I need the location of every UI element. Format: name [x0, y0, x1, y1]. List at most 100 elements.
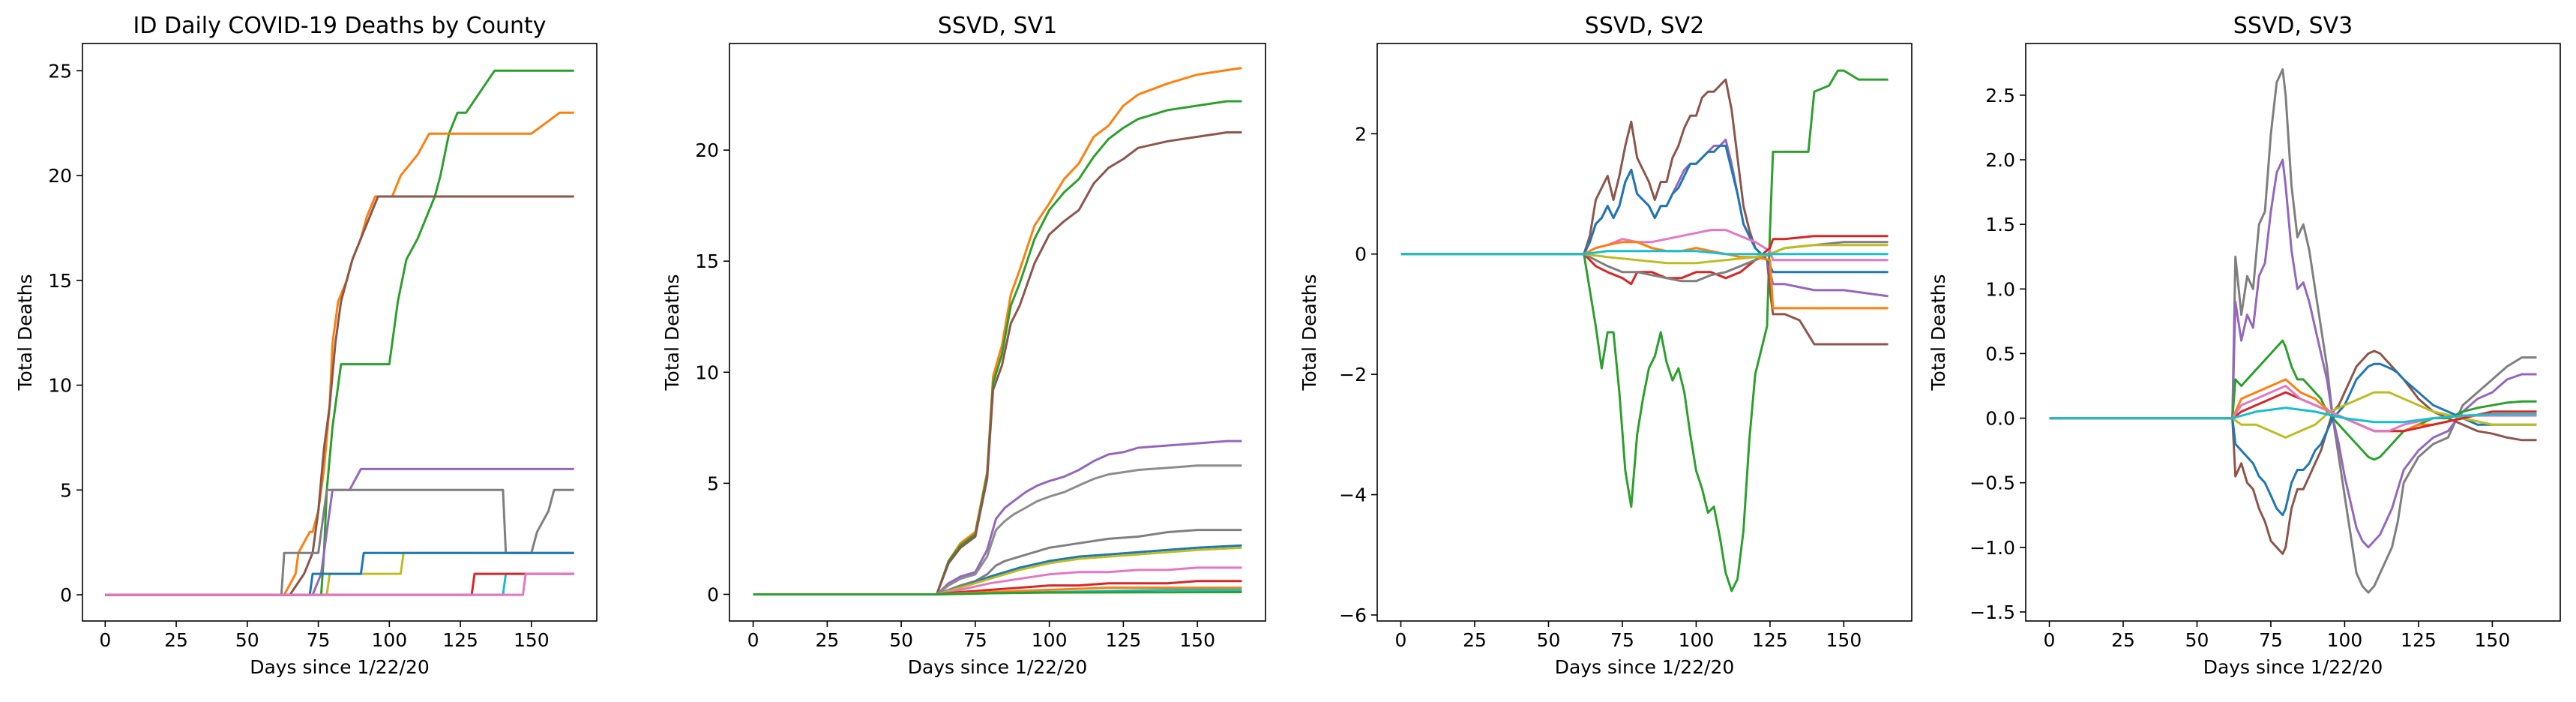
series-line [2049, 362, 2537, 517]
x-tick-label: 125 [2401, 629, 2437, 651]
y-tick-label: 5 [707, 472, 719, 494]
y-tick-label: 1.5 [1985, 214, 2015, 236]
chart-panel-1: 0 25 50 75 100 125 150 0 5 10 15 20 25 ID Daily COVID… [14, 13, 598, 678]
y-tick-label: 0 [60, 584, 72, 606]
x-axis-label: Days since 1/22/20 [908, 656, 1088, 678]
series-line [2049, 68, 2537, 594]
series-line [2049, 406, 2537, 424]
x-tick-label: 150 [1826, 629, 1862, 651]
series-line [105, 572, 574, 596]
x-tick-label: 100 [1679, 629, 1715, 651]
y-tick-label: 0 [1355, 244, 1367, 266]
series-line [753, 591, 1242, 596]
y-tick-label: 1.0 [1985, 278, 2015, 300]
x-tick-label: 75 [2259, 629, 2283, 651]
series-line [1400, 244, 1889, 265]
series-line [2049, 158, 2537, 549]
x-tick-label: 125 [442, 629, 478, 651]
x-tick-label: 125 [1106, 629, 1142, 651]
x-tick-label: 0 [99, 629, 111, 651]
x-tick-label: 100 [371, 629, 407, 651]
x-tick-label: 100 [1032, 629, 1068, 651]
y-tick-label: 20 [48, 165, 72, 187]
y-tick-label: 0 [707, 584, 719, 605]
x-tick-label: 150 [2475, 629, 2511, 651]
y-tick-label: 10 [48, 375, 72, 397]
y-tick-label: 0.5 [1985, 343, 2015, 364]
series-line [753, 464, 1242, 596]
chart-panel-4: 0 25 50 75 100 125 150 −1.5 −1.0 −0.5 0.0 0.5 1.0 1.5… [1928, 13, 2561, 678]
x-tick-label: 125 [1752, 629, 1788, 651]
series-line [105, 467, 574, 596]
chart-title: SSVD, SV2 [1585, 13, 1704, 39]
y-tick-label: 2 [1355, 123, 1367, 145]
x-axis-label: Days since 1/22/20 [250, 656, 430, 678]
chart-title: SSVD, SV3 [2233, 13, 2353, 39]
y-axis-label: Total Deaths [14, 274, 36, 392]
series-line [753, 67, 1242, 596]
y-tick-label: 0.0 [1985, 408, 2015, 430]
y-tick-label: −4 [1339, 484, 1367, 506]
axes-frame [2025, 43, 2561, 622]
x-tick-label: 0 [747, 629, 759, 651]
x-tick-label: 50 [235, 629, 259, 651]
series-line [1400, 235, 1889, 286]
x-tick-label: 100 [2327, 629, 2363, 651]
y-axis-label: Total Deaths [1298, 274, 1320, 392]
series-line [753, 131, 1242, 596]
y-tick-label: 5 [60, 479, 72, 501]
y-tick-label: −1.0 [1969, 537, 2015, 559]
chart-panel-2: 0 25 50 75 100 125 150 0 5 10 15 20 SSVD, SV1 Days si… [661, 13, 1266, 678]
y-tick-label: −0.5 [1969, 472, 2015, 494]
axes-frame [729, 43, 1266, 622]
x-tick-label: 0 [1395, 629, 1407, 651]
x-tick-label: 50 [889, 629, 913, 651]
x-tick-label: 50 [1537, 629, 1561, 651]
axes-frame [1376, 43, 1913, 622]
series-line [753, 100, 1242, 596]
x-tick-label: 150 [1179, 629, 1215, 651]
x-tick-label: 150 [514, 629, 550, 651]
x-tick-label: 75 [1610, 629, 1634, 651]
y-tick-label: 15 [695, 250, 719, 272]
y-tick-label: 25 [48, 60, 72, 82]
y-axis-label: Total Deaths [1928, 274, 1949, 392]
series-line [1400, 78, 1889, 346]
chart-title: SSVD, SV1 [938, 13, 1057, 39]
x-tick-label: 25 [2111, 629, 2135, 651]
series-line [105, 572, 574, 596]
series-line [105, 195, 574, 596]
y-tick-label: −6 [1339, 604, 1367, 626]
series-line [753, 529, 1242, 596]
y-tick-label: 15 [48, 270, 72, 292]
chart-panel-3: 0 25 50 75 100 125 150 −6 −4 −2 0 2 SSVD, SV2 Days si… [1298, 13, 1913, 678]
y-tick-label: 2.5 [1985, 85, 2015, 106]
series-line [1400, 69, 1889, 592]
series-line [753, 566, 1242, 596]
series-line [1400, 250, 1889, 256]
x-tick-label: 75 [307, 629, 331, 651]
x-tick-label: 25 [1463, 629, 1487, 651]
series-line [1400, 241, 1889, 310]
series-line [753, 440, 1242, 596]
x-tick-label: 25 [815, 629, 839, 651]
chart-title: ID Daily COVID-19 Deaths by County [133, 13, 546, 39]
x-tick-label: 25 [164, 629, 188, 651]
series-line [2049, 391, 2537, 439]
y-tick-label: −2 [1339, 364, 1367, 386]
series-line [105, 488, 574, 596]
y-tick-label: 20 [695, 140, 719, 161]
y-tick-label: 2.0 [1985, 149, 2015, 171]
x-axis-label: Days since 1/22/20 [1555, 656, 1735, 678]
series-line [753, 546, 1242, 596]
series-line [2049, 350, 2537, 555]
x-tick-label: 50 [2185, 629, 2209, 651]
y-axis-label: Total Deaths [661, 274, 683, 392]
x-axis-label: Days since 1/22/20 [2203, 656, 2383, 678]
axes-frame [82, 43, 598, 622]
y-tick-label: −1.5 [1969, 602, 2015, 623]
y-tick-label: 10 [695, 362, 719, 383]
series-line [2049, 339, 2537, 461]
x-tick-label: 0 [2044, 629, 2056, 651]
